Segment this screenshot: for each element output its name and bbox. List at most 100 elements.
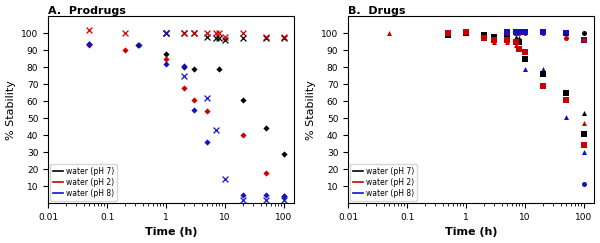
Point <box>443 31 453 35</box>
Point <box>511 40 521 44</box>
Point <box>520 30 530 34</box>
Point <box>190 31 199 35</box>
Point <box>190 108 199 112</box>
Point <box>179 86 188 90</box>
Point <box>520 50 530 54</box>
Point <box>490 35 499 39</box>
Point <box>161 31 171 35</box>
Point <box>562 98 571 102</box>
Point <box>538 30 548 34</box>
Point <box>262 193 271 197</box>
Point <box>579 38 589 42</box>
Point <box>538 30 548 34</box>
Point <box>211 31 221 35</box>
Point <box>538 31 548 35</box>
Point <box>511 30 521 34</box>
Point <box>211 128 221 132</box>
Point <box>211 36 221 40</box>
Point <box>515 47 524 51</box>
Point <box>85 43 94 47</box>
Point <box>190 98 199 102</box>
Point <box>179 65 188 69</box>
Point <box>503 30 512 34</box>
Point <box>262 198 271 202</box>
Point <box>520 57 530 61</box>
Point <box>520 67 530 71</box>
Point <box>220 177 230 181</box>
Point <box>238 193 248 197</box>
Point <box>579 31 589 35</box>
Point <box>179 74 188 78</box>
Point <box>562 98 571 102</box>
Point <box>385 31 394 35</box>
Point <box>279 35 289 39</box>
Point <box>562 31 571 35</box>
Point <box>479 36 488 40</box>
Point <box>461 30 471 34</box>
Point <box>520 31 530 35</box>
Point <box>520 57 530 61</box>
Point <box>538 72 548 76</box>
Point <box>579 111 589 115</box>
Point <box>238 133 248 137</box>
X-axis label: Time (h): Time (h) <box>145 227 197 237</box>
Point <box>520 50 530 54</box>
Point <box>538 84 548 88</box>
Point <box>120 31 130 35</box>
Point <box>262 171 271 174</box>
Point <box>279 194 289 198</box>
Point <box>215 67 224 71</box>
Legend: water (pH 7), water (pH 2), water (pH 8): water (pH 7), water (pH 2), water (pH 8) <box>350 164 417 201</box>
Point <box>515 30 524 34</box>
Point <box>503 31 512 35</box>
Point <box>203 110 212 113</box>
Y-axis label: % Stability: % Stability <box>305 80 316 140</box>
Point <box>515 30 524 34</box>
Point <box>515 36 524 40</box>
Point <box>515 40 524 44</box>
Point <box>511 40 521 44</box>
Point <box>85 42 94 45</box>
Point <box>520 30 530 34</box>
Point <box>120 48 130 52</box>
Point <box>503 36 512 40</box>
Point <box>203 35 212 39</box>
Point <box>133 43 142 47</box>
Point <box>203 31 212 35</box>
Point <box>279 36 289 40</box>
Point <box>511 43 521 47</box>
Point <box>520 30 530 34</box>
Point <box>503 31 512 35</box>
Point <box>562 91 571 95</box>
Point <box>579 38 589 42</box>
Point <box>443 30 453 34</box>
Point <box>279 198 289 202</box>
Point <box>511 35 521 39</box>
Point <box>579 143 589 147</box>
Point <box>461 31 471 35</box>
Point <box>479 33 488 37</box>
Point <box>579 122 589 125</box>
Point <box>562 91 571 95</box>
Point <box>85 28 94 32</box>
Point <box>511 31 521 35</box>
Point <box>161 52 171 56</box>
Point <box>562 31 571 35</box>
Point <box>161 62 171 66</box>
Point <box>190 67 199 71</box>
Point <box>134 43 144 47</box>
Text: B.  Drugs: B. Drugs <box>348 6 406 16</box>
Point <box>161 57 171 61</box>
Point <box>279 152 289 156</box>
Point <box>538 30 548 34</box>
Point <box>238 98 248 102</box>
Point <box>238 31 248 35</box>
Point <box>503 30 512 34</box>
Point <box>562 115 571 119</box>
Point <box>215 31 224 35</box>
Point <box>479 36 488 40</box>
Point <box>503 38 512 42</box>
Point <box>538 72 548 76</box>
Point <box>562 36 571 40</box>
Point <box>538 67 548 71</box>
